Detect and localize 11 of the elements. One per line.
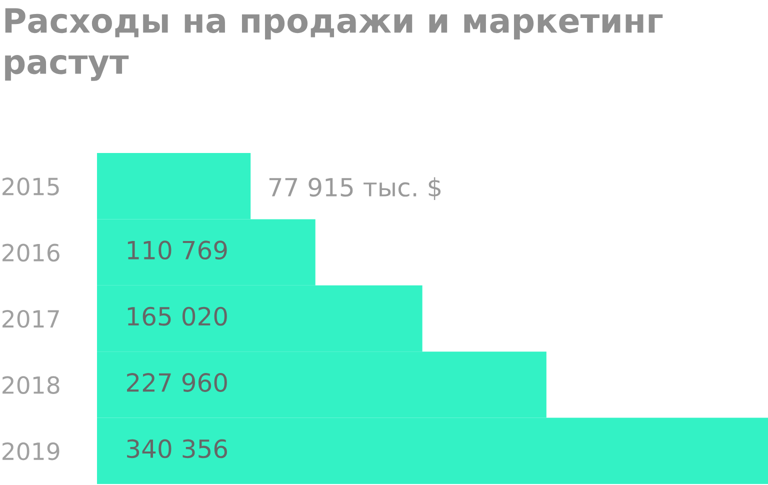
data-label: 77 915 тыс. $	[269, 177, 441, 200]
data-label: 227 960	[127, 373, 227, 392]
y-tick-label: 2018	[2, 376, 60, 394]
y-tick-label: 2017	[2, 310, 59, 328]
y-tick-label: 2016	[2, 244, 60, 262]
y-tick-label: 2019	[2, 442, 60, 460]
data-label: 110 769	[128, 240, 227, 260]
y-tick-label: 2015	[2, 178, 59, 196]
chart-title: Расходы на продажи и маркетинг растут	[5, 8, 663, 81]
data-label: 165 020	[128, 306, 227, 326]
data-label: 340 356	[127, 439, 227, 458]
